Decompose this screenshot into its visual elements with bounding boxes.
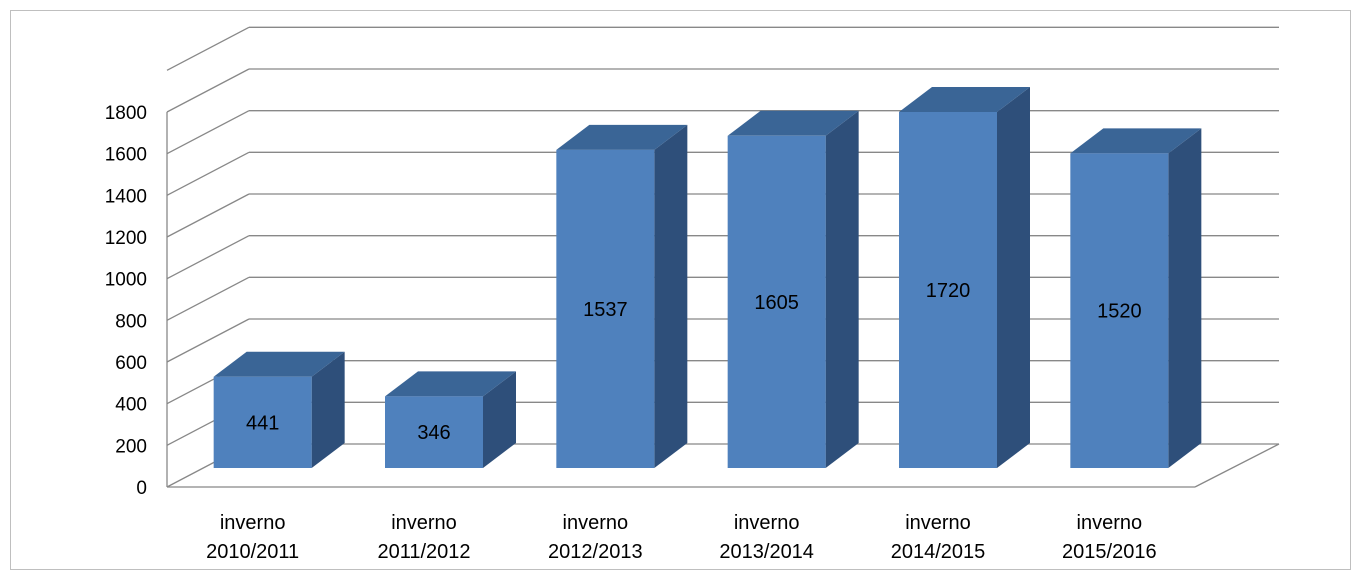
side-wall-gridline: [166, 276, 250, 321]
category-label: inverno: [734, 512, 800, 534]
bar-side: [825, 110, 859, 469]
floor-right-edge: [1194, 443, 1280, 488]
category-label: inverno: [1077, 512, 1143, 534]
bar-top: [385, 371, 516, 397]
category-label: 2015/2016: [1062, 541, 1157, 563]
bar-front: [556, 149, 655, 468]
bar-top: [556, 124, 688, 150]
bar: [385, 371, 516, 468]
x-axis-categories: inverno 2010/2011 inverno 2011/2012 inverno 2…: [206, 512, 1156, 563]
bar-side: [1168, 128, 1202, 468]
category-label: 2013/2014: [719, 541, 814, 563]
y-tick-label: 0: [136, 478, 147, 499]
bar-top: [1070, 128, 1202, 154]
data-label: 346: [417, 422, 450, 444]
bar-front: [727, 135, 826, 469]
y-tick-label: 1800: [105, 103, 147, 124]
side-wall-gridline: [166, 68, 250, 113]
data-label: 1537: [583, 299, 628, 321]
side-wall-gridline: [166, 110, 250, 155]
side-wall-gridline: [166, 26, 250, 71]
data-labels: 441 346 1537 1605 1720 1520: [246, 280, 1142, 444]
bar-side: [997, 87, 1030, 468]
bar: [727, 110, 859, 469]
side-wall-gridline: [166, 235, 250, 280]
category-label: 2011/2012: [377, 541, 470, 563]
bar-side: [654, 124, 688, 469]
y-tick-label: 1400: [105, 186, 147, 207]
y-tick-label: 800: [115, 311, 147, 332]
bar-front: [385, 396, 483, 468]
category-label: 2010/2011: [206, 541, 299, 563]
bar-top: [727, 110, 859, 136]
data-label: 1720: [926, 280, 971, 302]
bar: [556, 124, 688, 469]
side-wall-gridline: [166, 193, 250, 238]
category-label: inverno: [220, 512, 286, 534]
bar-top: [213, 351, 345, 377]
bar-side: [311, 351, 345, 468]
bar-front: [1070, 153, 1169, 468]
y-tick-label: 200: [115, 436, 147, 457]
bar: [213, 351, 345, 468]
side-wall-gridline: [166, 151, 250, 196]
side-wall-gridline: [166, 318, 250, 363]
data-label: 1605: [754, 292, 799, 314]
bar-side: [483, 371, 516, 468]
y-tick-label: 1200: [105, 228, 147, 249]
category-label: 2014/2015: [891, 541, 986, 563]
category-label: 2012/2013: [548, 541, 643, 563]
category-label: inverno: [563, 512, 629, 534]
bar: [899, 87, 1030, 468]
y-tick-label: 400: [115, 395, 147, 416]
category-label: inverno: [391, 512, 457, 534]
data-label: 1520: [1097, 301, 1142, 323]
y-tick-label: 1600: [105, 145, 147, 166]
data-label: 441: [246, 412, 279, 434]
bar-top: [899, 87, 1030, 112]
y-axis-ticks: 0 200 400 600 800 1000 1200 1400 1600 1800: [105, 103, 147, 499]
y-tick-label: 1000: [105, 270, 147, 291]
bar-front: [213, 376, 312, 468]
category-label: inverno: [905, 512, 971, 534]
bar-front: [899, 112, 997, 468]
bar: [1070, 128, 1202, 468]
bars: [213, 87, 1202, 469]
y-tick-label: 600: [115, 353, 147, 374]
